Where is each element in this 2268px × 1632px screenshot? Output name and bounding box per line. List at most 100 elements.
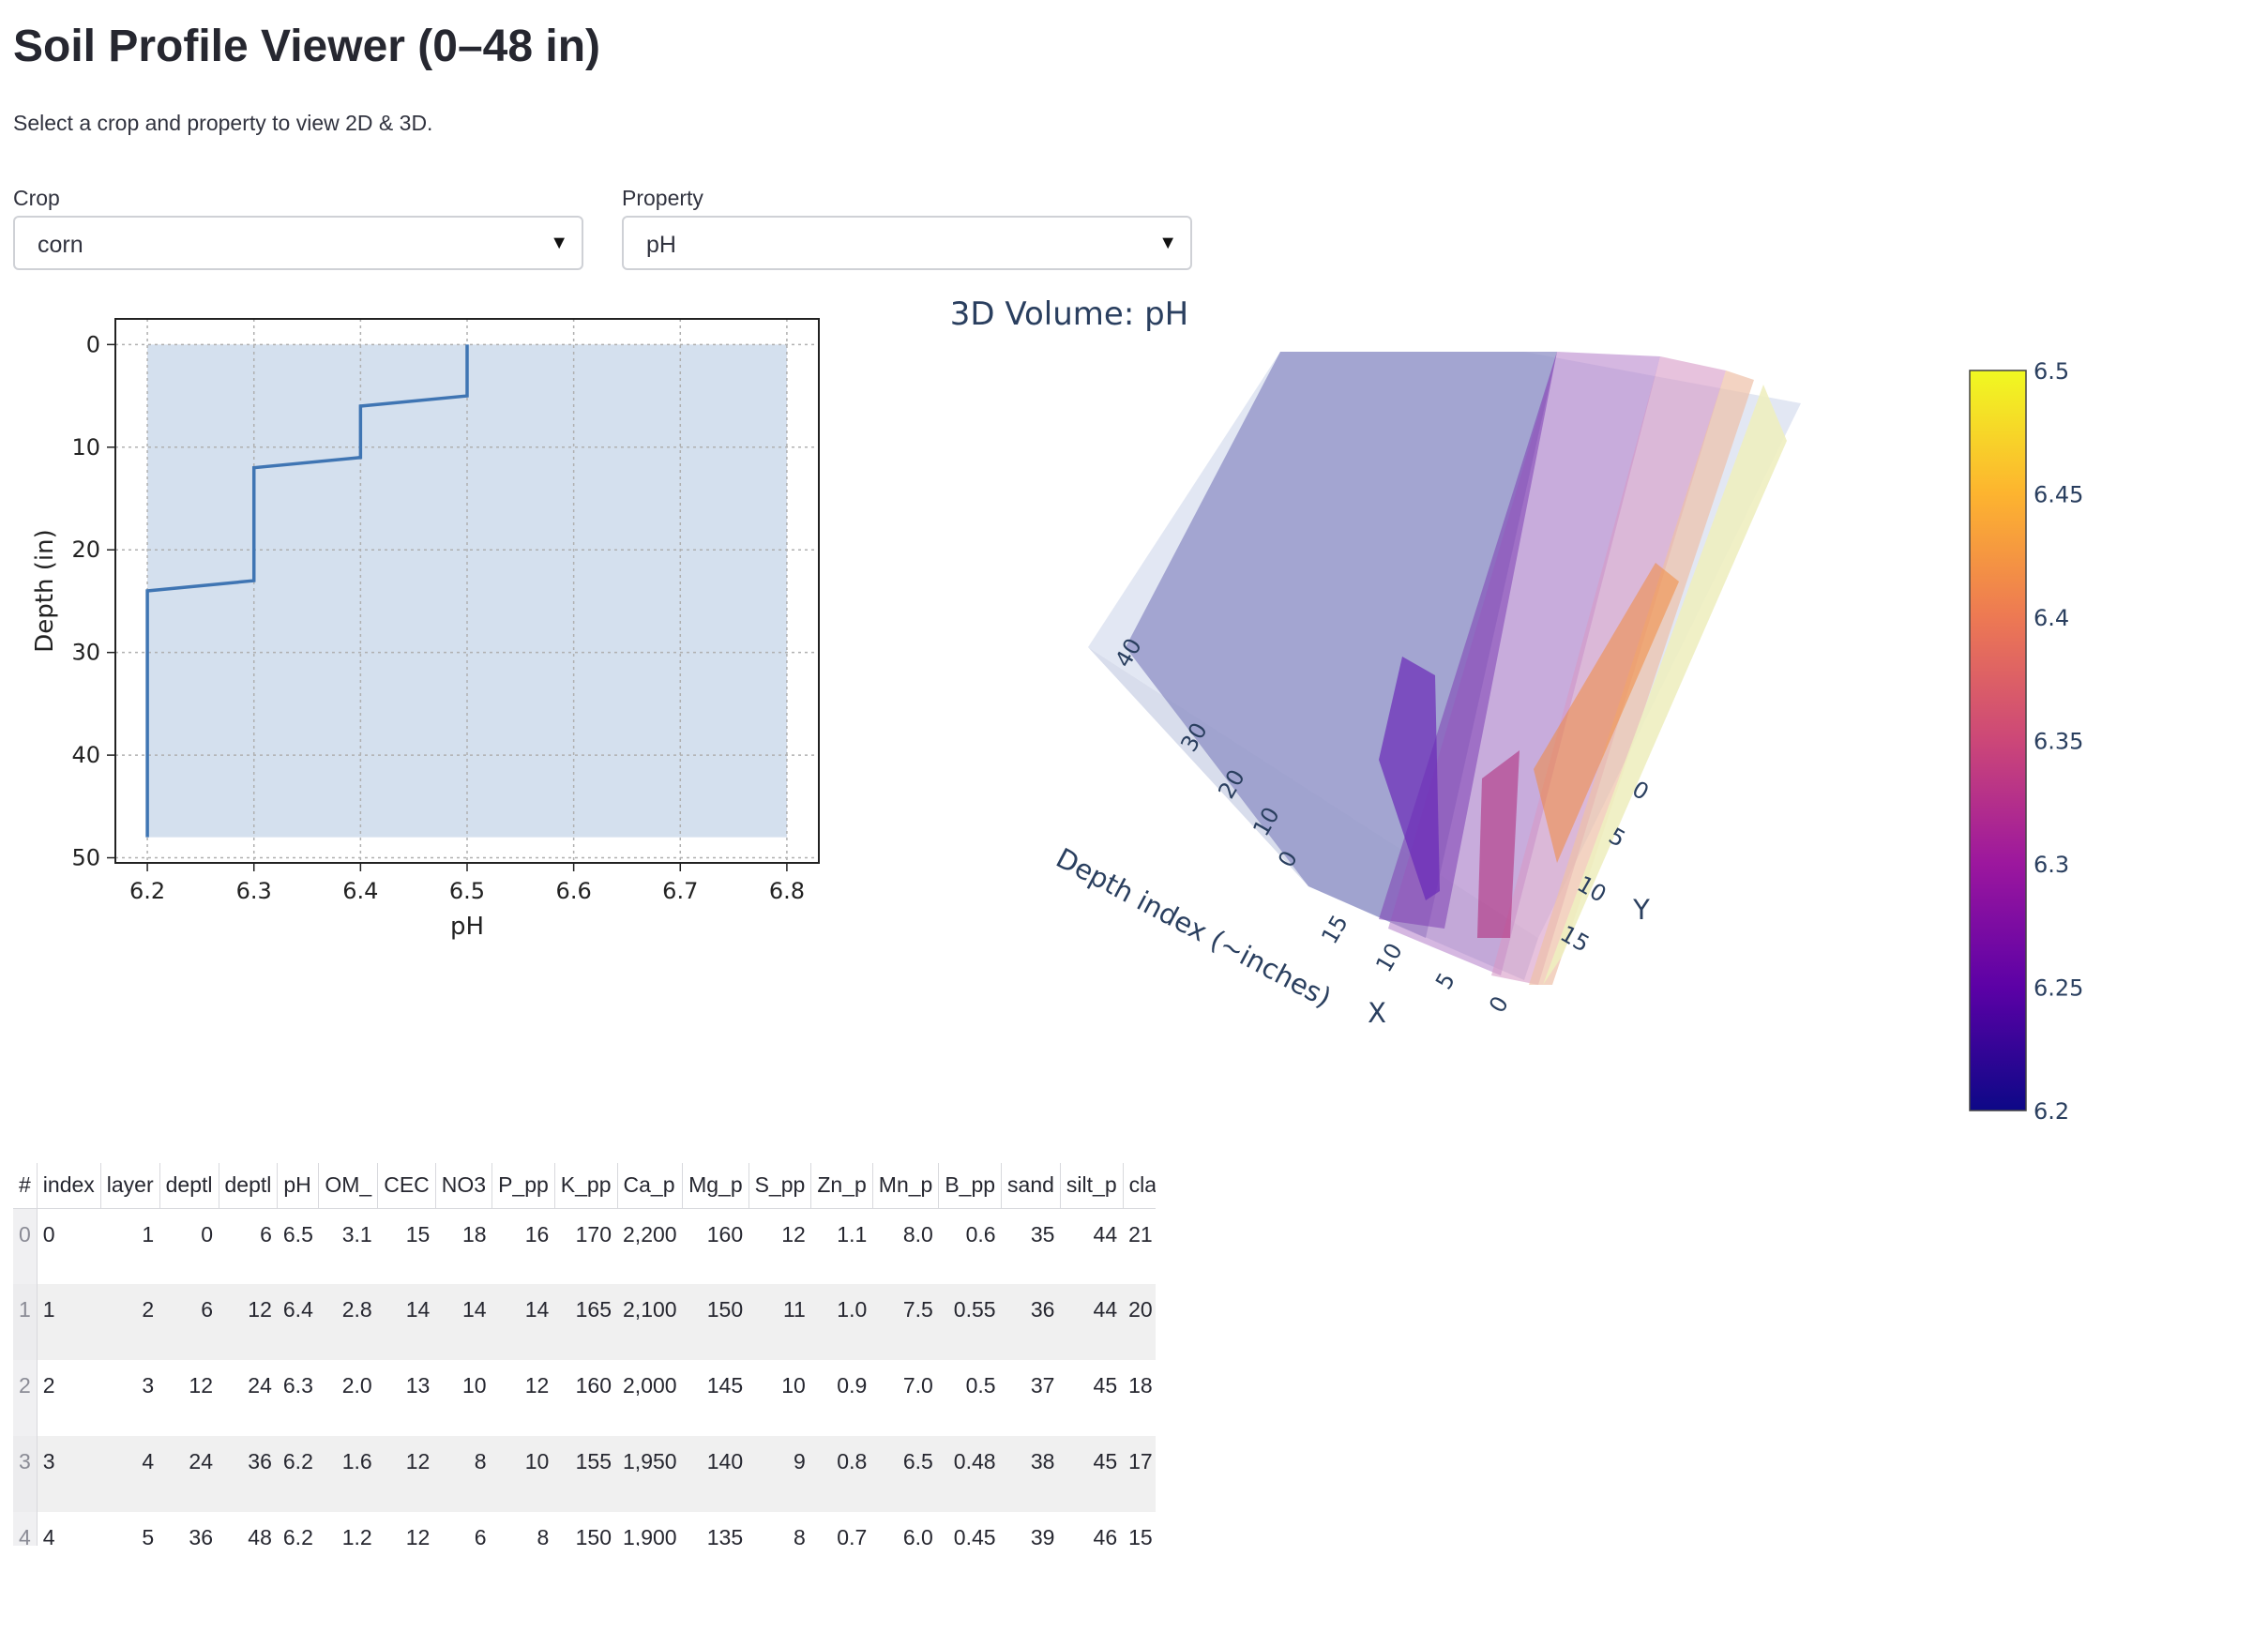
table-cell[interactable]: 165 [554, 1284, 618, 1360]
table-cell[interactable]: 10 [491, 1436, 555, 1512]
table-cell[interactable]: 12 [524, 1373, 550, 1398]
table-cell[interactable]: 12 [781, 1221, 806, 1247]
table-cell[interactable]: 36 [189, 1525, 214, 1546]
column-header[interactable]: S_pp [748, 1163, 812, 1209]
table-cell[interactable]: 24 [248, 1373, 272, 1398]
column-header[interactable]: CEC [377, 1163, 436, 1209]
table-cell[interactable]: 0.45 [953, 1525, 996, 1546]
table-cell[interactable]: 0.6 [965, 1221, 996, 1247]
property-select[interactable]: pH ▼ [622, 216, 1192, 270]
table-cell[interactable]: 1 [142, 1221, 155, 1247]
table-cell[interactable]: 36 [219, 1436, 278, 1512]
table-cell[interactable]: 6 [474, 1525, 487, 1546]
table-cell[interactable]: 14 [377, 1284, 436, 1360]
table-cell[interactable]: 145 [706, 1373, 744, 1398]
column-header[interactable]: pH [277, 1163, 320, 1209]
table-cell[interactable]: 6.2 [277, 1436, 319, 1512]
table-cell[interactable]: 1.2 [341, 1525, 372, 1546]
table-cell[interactable]: 6 [159, 1284, 219, 1360]
table-cell[interactable]: 3.1 [341, 1221, 372, 1247]
table-cell[interactable]: 44 [1093, 1221, 1118, 1247]
table-cell[interactable]: 8 [537, 1525, 550, 1546]
table-cell[interactable]: 46 [1093, 1525, 1118, 1546]
table-cell[interactable]: 155 [554, 1436, 618, 1512]
table-cell[interactable]: 18 [1128, 1373, 1153, 1398]
table-cell[interactable]: 6.2 [282, 1525, 313, 1546]
table-cell[interactable]: 8.0 [902, 1221, 933, 1247]
table-cell[interactable]: 1.1 [837, 1221, 868, 1247]
table-cell[interactable]: 0.5 [965, 1373, 996, 1398]
table-cell[interactable]: 2 [42, 1373, 55, 1398]
table-cell[interactable]: 0.9 [837, 1373, 868, 1398]
table-cell[interactable]: 38 [1001, 1436, 1061, 1512]
table-cell[interactable]: 18 [461, 1221, 487, 1247]
table-row[interactable]: 4 4 5 36 48 6.2 1.2 12 6 8 150 1,900 135 8 0.7 6.0 0.45 3… [13, 1512, 1156, 1546]
table-cell[interactable]: 2,000 [623, 1373, 677, 1398]
table-cell[interactable]: 1,900 [623, 1525, 677, 1546]
table-cell[interactable]: 170 [575, 1221, 612, 1247]
table-cell[interactable]: 4 [42, 1525, 55, 1546]
table-cell[interactable]: 2.8 [318, 1284, 378, 1360]
table-cell[interactable]: 14 [491, 1284, 555, 1360]
column-header[interactable]: silt_p [1060, 1163, 1124, 1209]
table-cell[interactable]: 2 [100, 1284, 160, 1360]
table-cell[interactable]: 0 [201, 1221, 214, 1247]
table-cell[interactable]: 39 [1030, 1525, 1055, 1546]
column-header[interactable]: index [37, 1163, 101, 1209]
table-cell[interactable]: 5 [142, 1525, 155, 1546]
table-cell[interactable]: 9 [748, 1436, 811, 1512]
table-cell[interactable]: 6.5 [282, 1221, 313, 1247]
table-cell[interactable]: 8 [794, 1525, 806, 1546]
table-cell[interactable]: 2,200 [623, 1221, 677, 1247]
column-header[interactable]: P_pp [491, 1163, 555, 1209]
column-header[interactable]: B_pp [938, 1163, 1003, 1209]
table-row[interactable]: 2 2 3 12 24 6.3 2.0 13 10 12 160 2,000 145 10 0.9 7.0 0.… [13, 1360, 1156, 1436]
table-cell[interactable]: 3 [37, 1436, 101, 1512]
column-header[interactable]: deptl [159, 1163, 219, 1209]
table-cell[interactable]: 6.3 [282, 1373, 313, 1398]
column-header[interactable]: sand [1001, 1163, 1061, 1209]
table-cell[interactable]: 6.4 [277, 1284, 319, 1360]
column-header[interactable]: clay [1123, 1163, 1156, 1209]
column-header[interactable]: deptl [219, 1163, 279, 1209]
table-cell[interactable]: 12 [189, 1373, 214, 1398]
table-cell[interactable]: 1.6 [318, 1436, 378, 1512]
column-header[interactable]: Mg_p [682, 1163, 749, 1209]
table-cell[interactable]: 0.48 [938, 1436, 1002, 1512]
table-cell[interactable]: 135 [706, 1525, 744, 1546]
table-cell[interactable]: 6 [260, 1221, 272, 1247]
table-cell[interactable]: 150 [575, 1525, 612, 1546]
table-cell[interactable]: 6.5 [872, 1436, 939, 1512]
table-cell[interactable]: 12 [377, 1436, 436, 1512]
table-cell[interactable]: 1 [37, 1284, 101, 1360]
table-cell[interactable]: 4 [100, 1436, 160, 1512]
column-header[interactable]: OM_ [318, 1163, 379, 1209]
column-header[interactable]: NO3 [435, 1163, 493, 1209]
column-header[interactable]: layer [100, 1163, 160, 1209]
table-cell[interactable]: 1,950 [617, 1436, 683, 1512]
table-cell[interactable]: 3 [142, 1373, 155, 1398]
table-cell[interactable]: 160 [706, 1221, 744, 1247]
table-cell[interactable]: 15 [1128, 1525, 1153, 1546]
table-cell[interactable]: 24 [159, 1436, 219, 1512]
table-cell[interactable]: 1.0 [810, 1284, 873, 1360]
table-cell[interactable]: 45 [1093, 1373, 1118, 1398]
table-cell[interactable]: 37 [1030, 1373, 1055, 1398]
table-cell[interactable]: 44 [1060, 1284, 1124, 1360]
table-cell[interactable]: 10 [461, 1373, 487, 1398]
crop-select[interactable]: corn ▼ [13, 216, 583, 270]
table-row[interactable]: 0 0 1 0 6 6.5 3.1 15 18 16 170 2,200 160 12 1.1 8.0 0.6 3… [13, 1208, 1156, 1284]
table-cell[interactable]: 45 [1060, 1436, 1124, 1512]
table-cell[interactable]: 12 [219, 1284, 278, 1360]
table-cell[interactable]: 17 [1123, 1436, 1156, 1512]
table-cell[interactable]: 140 [682, 1436, 749, 1512]
data-table[interactable]: # index layer deptl deptl pH OM_ CEC NO3 P_pp K_pp… [13, 1163, 1156, 1546]
table-cell[interactable]: 36 [1001, 1284, 1061, 1360]
table-cell[interactable]: 14 [435, 1284, 492, 1360]
table-cell[interactable]: 20 [1123, 1284, 1156, 1360]
volume-3d-chart[interactable]: 3D Volume: pH010203040051015051015Depth … [938, 281, 2260, 1126]
column-header[interactable]: K_pp [554, 1163, 618, 1209]
table-cell[interactable]: 21 [1128, 1221, 1153, 1247]
table-cell[interactable]: 16 [524, 1221, 550, 1247]
table-cell[interactable]: 0.55 [938, 1284, 1002, 1360]
